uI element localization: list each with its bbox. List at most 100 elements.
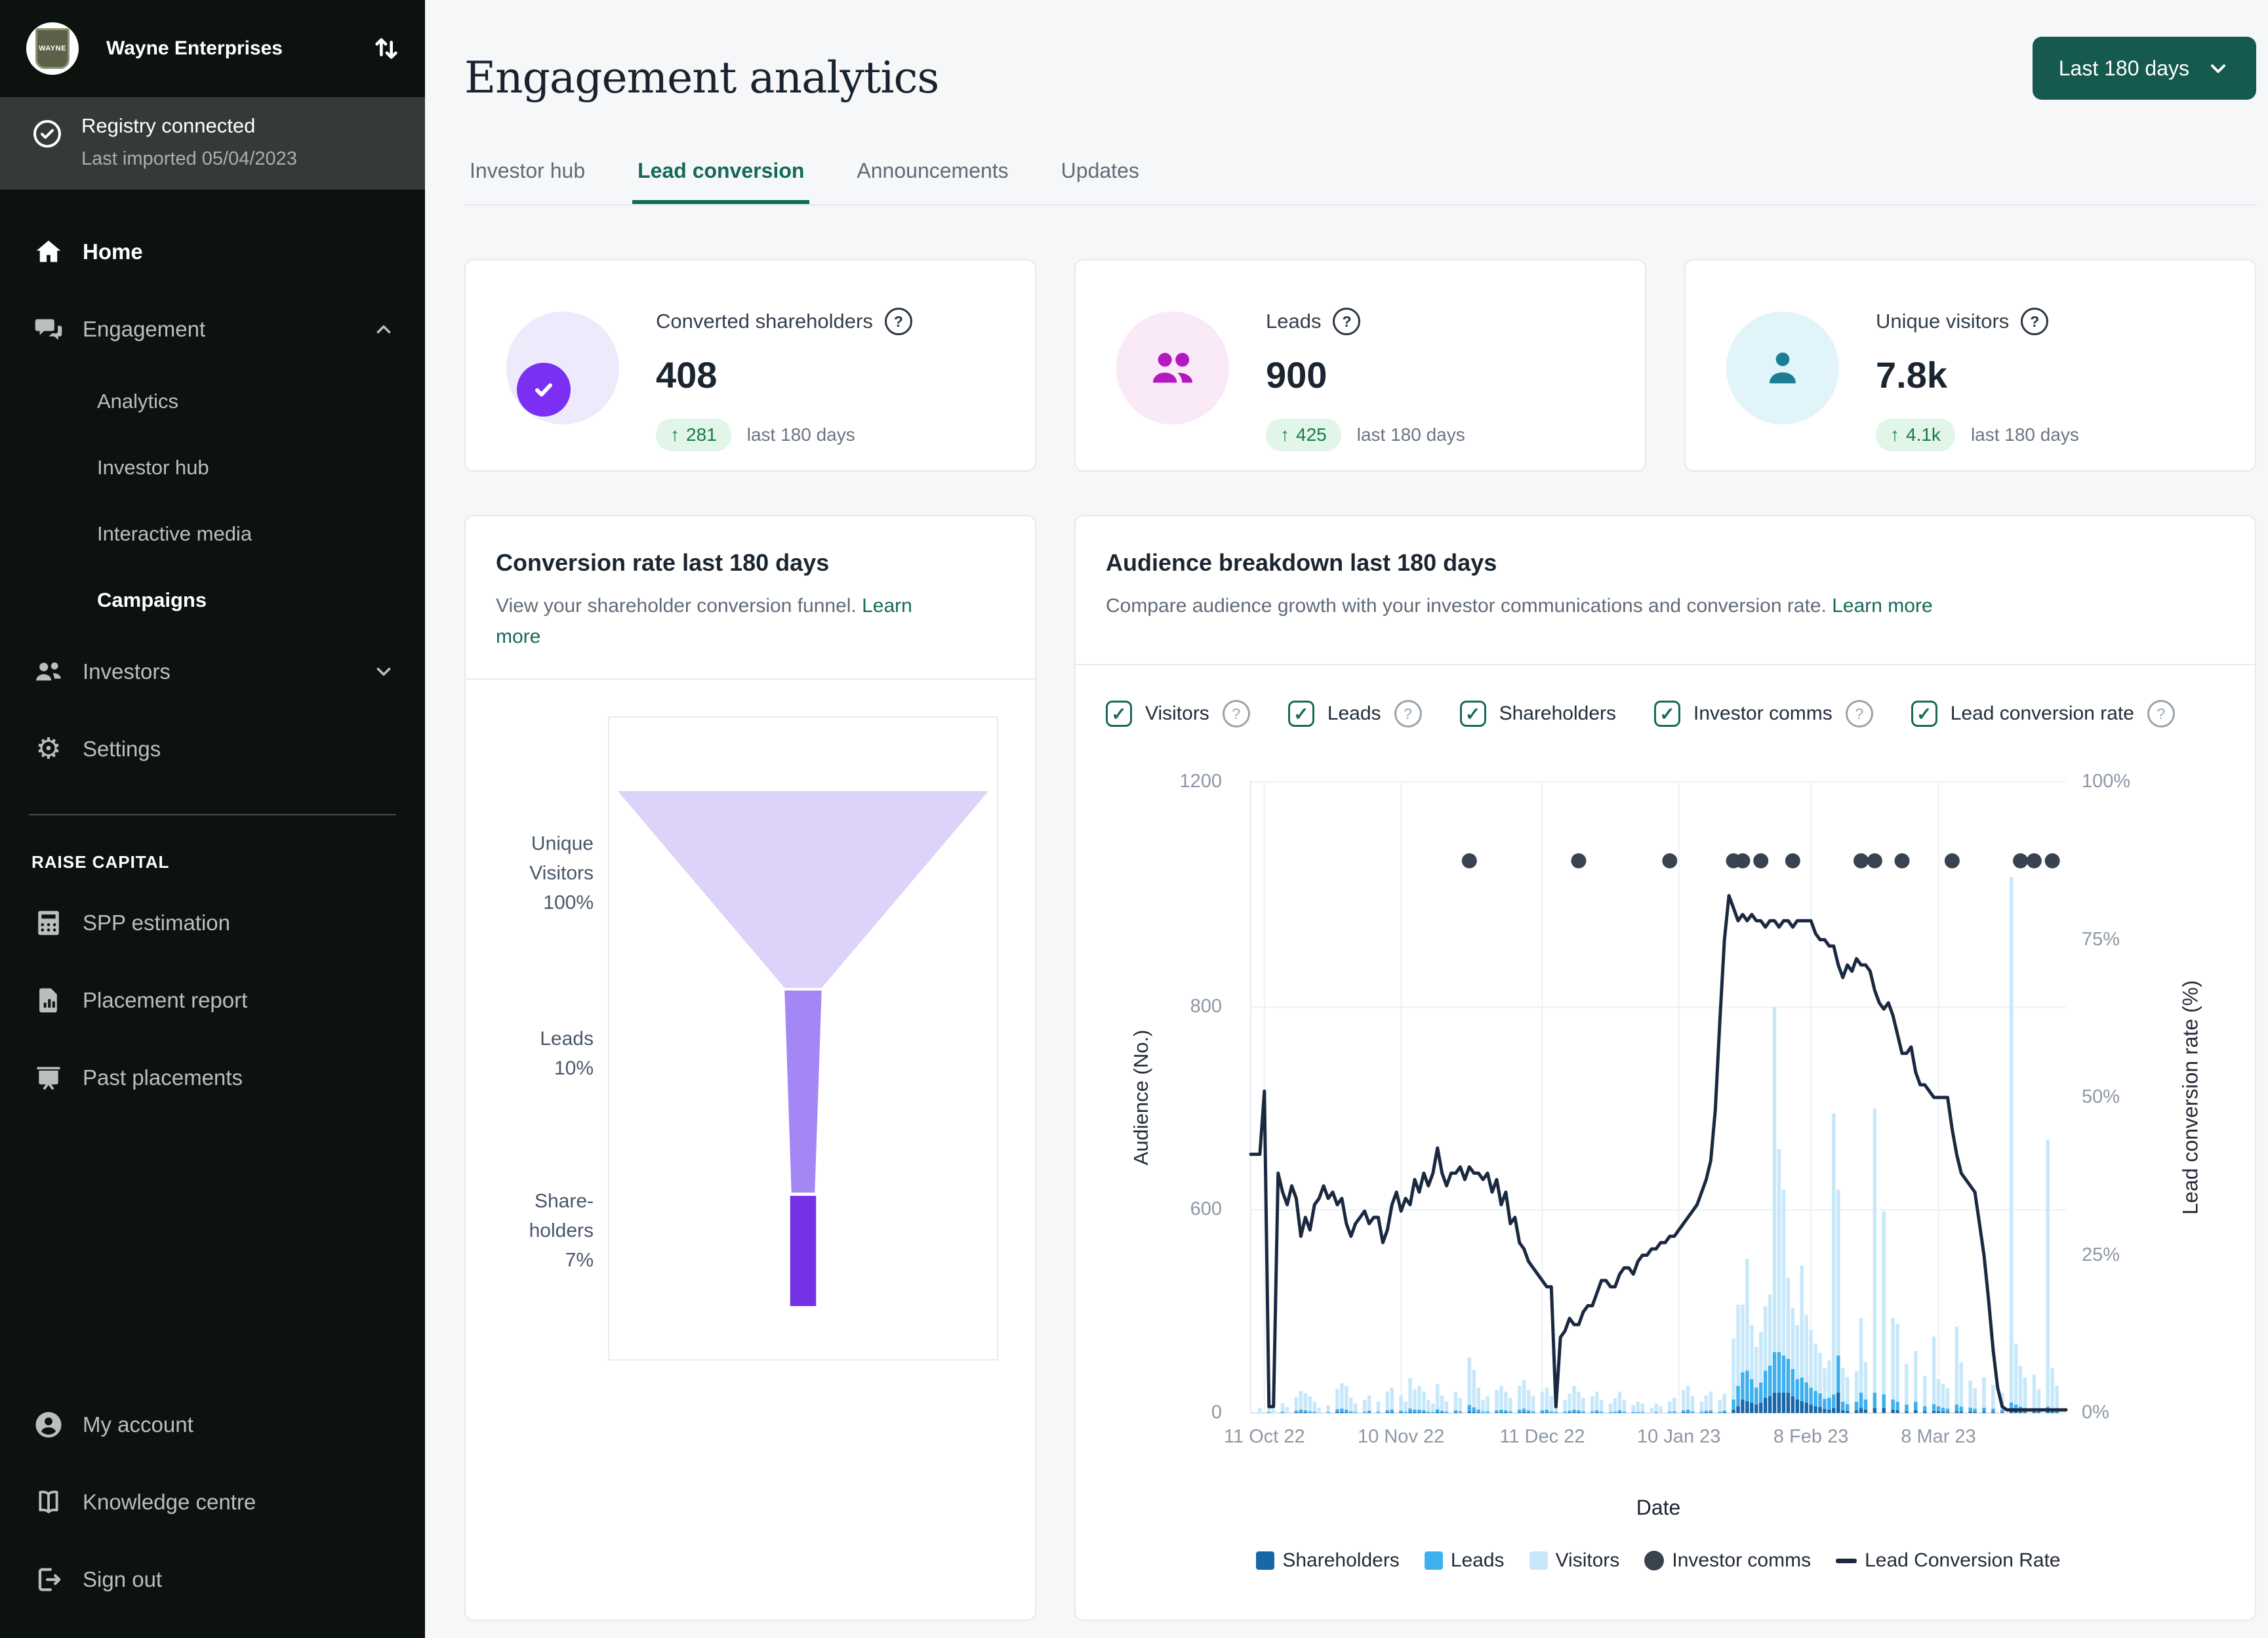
y-right-tick: 25% xyxy=(2082,1244,2120,1265)
date-range-dropdown[interactable]: Last 180 days xyxy=(2032,37,2256,100)
checkbox-checked-icon: ✓ xyxy=(1911,701,1937,727)
legend-swatch xyxy=(1424,1551,1443,1570)
page-title: Engagement analytics xyxy=(464,52,939,104)
sidebar-item-spp-estimation[interactable]: SPP estimation xyxy=(0,884,425,962)
y-left-tick: 0 xyxy=(1211,1402,1222,1423)
toggle-investor-comms[interactable]: ✓ Investor comms ? xyxy=(1654,700,1873,727)
help-icon[interactable]: ? xyxy=(2147,700,2175,727)
chevron-up-icon xyxy=(376,325,391,334)
sidebar-item-my-account[interactable]: My account xyxy=(0,1386,425,1464)
legend-item-leads: Leads xyxy=(1424,1549,1505,1572)
org-logo: WAYNE xyxy=(26,22,79,75)
tab-announcements[interactable]: Announcements xyxy=(857,159,1009,182)
funnel-card-title: Conversion rate last 180 days xyxy=(496,549,830,576)
account-icon xyxy=(31,1410,66,1440)
sidebar-item-campaigns[interactable]: Campaigns xyxy=(97,588,207,611)
y-right-tick: 75% xyxy=(2082,928,2120,950)
y-right-tick: 100% xyxy=(2082,771,2131,792)
sidebar-item-home[interactable]: Home xyxy=(0,213,425,291)
stat-value: 408 xyxy=(656,354,718,396)
chat-icon xyxy=(31,314,66,344)
main-content: Engagement analytics Last 180 days Inves… xyxy=(425,0,2268,1638)
legend-swatch xyxy=(1256,1551,1275,1570)
stat-card-converted-shareholders: Converted shareholders ? 408 ↑ 281 last 1… xyxy=(464,259,1036,472)
sidebar-item-engagement[interactable]: Engagement xyxy=(0,291,425,368)
learn-more-link[interactable]: Learn more xyxy=(496,595,912,647)
y-right-tick: 0% xyxy=(2082,1402,2109,1423)
check-circle-icon xyxy=(33,120,61,148)
sidebar-bottom-nav: My account Knowledge centre Sign out xyxy=(0,1386,425,1618)
help-icon[interactable]: ? xyxy=(1845,700,1873,727)
y-axis-title-left: Audience (No.) xyxy=(1129,1029,1152,1166)
registry-status-banner[interactable]: Registry connected Last imported 05/04/2… xyxy=(0,97,425,190)
audience-card-title: Audience breakdown last 180 days xyxy=(1106,549,1497,576)
sidebar-item-knowledge-centre[interactable]: Knowledge centre xyxy=(0,1464,425,1541)
stat-label: Converted shareholders xyxy=(656,310,873,333)
people-icon xyxy=(31,657,66,687)
up-arrow-icon: ↑ xyxy=(1890,424,1899,445)
tab-updates[interactable]: Updates xyxy=(1061,159,1139,182)
y-left-tick: 600 xyxy=(1190,1198,1222,1220)
y-left-tick: 1200 xyxy=(1179,771,1222,792)
x-axis-title: Date xyxy=(1636,1496,1681,1519)
chevron-down-icon xyxy=(376,667,391,676)
funnel-stage-unique-visitors xyxy=(618,791,988,988)
toggle-visitors[interactable]: ✓ Visitors ? xyxy=(1106,700,1250,727)
funnel-stage-shareholders xyxy=(790,1196,817,1306)
sidebar-item-investors[interactable]: Investors xyxy=(0,633,425,710)
sidebar-item-settings[interactable]: ⚙ Settings xyxy=(0,710,425,788)
sidebar-item-interactive-media[interactable]: Interactive media xyxy=(97,522,253,545)
legend-item-lead-conversion-rate: Lead Conversion Rate xyxy=(1836,1549,2061,1572)
sidebar-item-investor-hub[interactable]: Investor hub xyxy=(97,455,209,479)
stat-value: 7.8k xyxy=(1876,354,1947,396)
help-icon[interactable]: ? xyxy=(884,308,912,335)
audience-card-subtitle: Compare audience growth with your invest… xyxy=(1106,595,1827,617)
tab-investor-hub[interactable]: Investor hub xyxy=(470,159,586,182)
help-icon[interactable]: ? xyxy=(2021,308,2049,335)
toggle-lead-conversion-rate[interactable]: ✓ Lead conversion rate ? xyxy=(1911,700,2175,727)
checkbox-checked-icon: ✓ xyxy=(1654,701,1681,727)
stat-label: Leads xyxy=(1266,310,1322,333)
sidebar-item-sign-out[interactable]: Sign out xyxy=(0,1541,425,1618)
chevron-down-icon xyxy=(2211,64,2225,73)
sidebar-item-past-placements[interactable]: Past placements xyxy=(0,1039,425,1116)
delta-badge: ↑ 281 xyxy=(656,419,731,451)
y-axis-title-right: Lead conversion rate (%) xyxy=(2178,980,2202,1215)
report-document-icon xyxy=(31,986,66,1015)
help-icon[interactable]: ? xyxy=(1333,308,1361,335)
delta-caption: last 180 days xyxy=(746,424,855,445)
x-tick: 10 Nov 22 xyxy=(1358,1426,1445,1447)
audience-chart: Audience (No.) Lead conversion rate (%) 12… xyxy=(1076,733,2255,1620)
conversion-funnel-card: Conversion rate last 180 days View your … xyxy=(464,515,1036,1621)
sidebar-item-analytics[interactable]: Analytics xyxy=(97,389,179,413)
audience-card-divider xyxy=(1076,664,2255,665)
converted-shareholders-icon xyxy=(506,312,619,424)
funnel-stage-label-visitors: Unique Visitors 100% xyxy=(529,832,594,914)
funnel-stage-label-shareholders: Share- holders 7% xyxy=(529,1190,594,1271)
help-icon[interactable]: ? xyxy=(1394,700,1422,727)
org-switcher[interactable]: WAYNE Wayne Enterprises xyxy=(0,0,425,97)
registry-status: Registry connected xyxy=(81,114,256,137)
checkbox-checked-icon: ✓ xyxy=(1459,701,1486,727)
sidebar: WAYNE Wayne Enterprises Registry connect… xyxy=(0,0,425,1638)
x-tick: 11 Oct 22 xyxy=(1224,1426,1305,1447)
y-right-tick: 50% xyxy=(2082,1086,2120,1107)
sidebar-item-placement-report[interactable]: Placement report xyxy=(0,962,425,1039)
chart-legend: Shareholders Leads Visitors Investor comms L… xyxy=(1251,1549,2066,1572)
funnel-stage-leads xyxy=(784,991,822,1193)
help-icon[interactable]: ? xyxy=(1222,700,1250,727)
org-name: Wayne Enterprises xyxy=(106,37,283,59)
toggle-leads[interactable]: ✓ Leads ? xyxy=(1287,700,1422,727)
tab-lead-conversion[interactable]: Lead conversion xyxy=(632,148,810,204)
x-tick: 10 Jan 23 xyxy=(1637,1426,1721,1447)
stat-card-unique-visitors: Unique visitors ? 7.8k ↑ 4.1k last 180 da… xyxy=(1684,259,2256,472)
x-tick: 11 Dec 22 xyxy=(1499,1426,1585,1447)
toggle-shareholders[interactable]: ✓ Shareholders xyxy=(1459,701,1616,727)
funnel-stage-label-leads: Leads 10% xyxy=(540,1028,594,1079)
raise-capital-section-label: RAISE CAPITAL xyxy=(31,852,170,872)
switch-org-icon[interactable] xyxy=(371,33,401,64)
x-tick: 8 Feb 23 xyxy=(1773,1426,1849,1447)
stat-card-leads: Leads ? 900 ↑ 425 last 180 days xyxy=(1074,259,1646,472)
learn-more-link[interactable]: Learn more xyxy=(1832,595,1933,617)
legend-swatch xyxy=(1836,1558,1857,1563)
